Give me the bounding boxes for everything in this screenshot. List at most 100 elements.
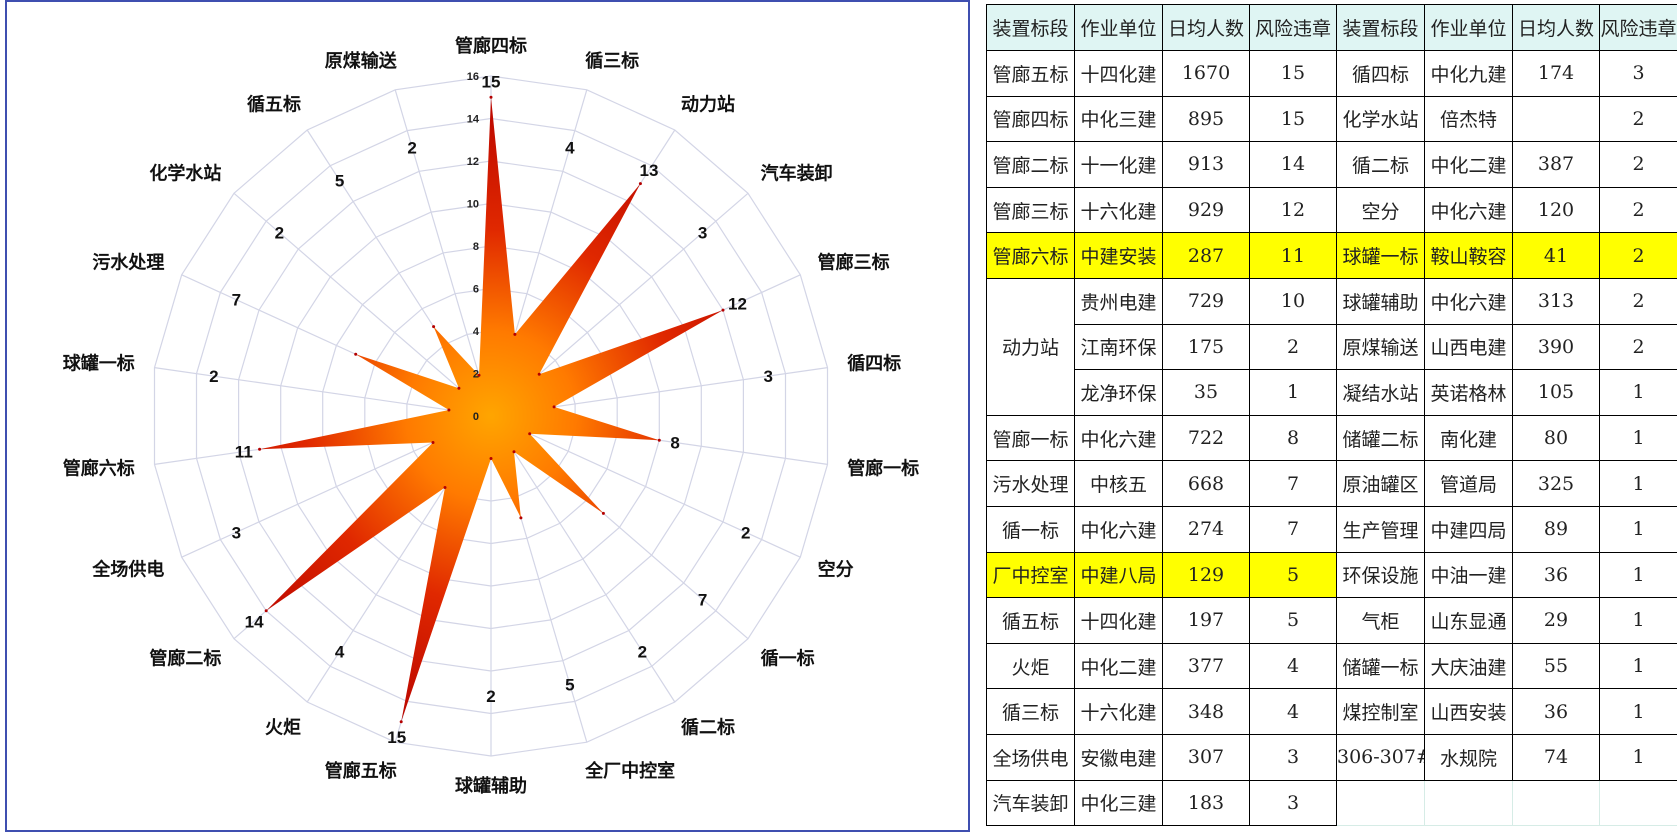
table-cell: 十四化建 <box>1074 50 1163 97</box>
table-cell: 895 <box>1162 95 1250 143</box>
table-cell: 325 <box>1512 460 1600 507</box>
r-tick-label: 4 <box>473 326 480 338</box>
table-row: 循五标 十四化建 197 5 气柜 山东显通 29 1 <box>986 597 1677 644</box>
table-cell: 管廊五标 <box>986 50 1075 97</box>
table-cell: 7 <box>1249 460 1337 507</box>
header-cell: 作业单位 <box>1424 4 1513 51</box>
table-cell: 鞍山鞍容 <box>1424 232 1513 279</box>
table-cell: 913 <box>1162 141 1250 188</box>
data-point <box>443 486 447 489</box>
table-cell: 7 <box>1249 505 1337 553</box>
table-cell: 大庆油建 <box>1424 642 1513 690</box>
data-point <box>513 332 517 336</box>
table-cell: 1 <box>1599 733 1677 781</box>
table-cell: 龙净环保 <box>1074 369 1163 416</box>
r-tick-label: 0 <box>473 411 479 423</box>
table-cell: 循五标 <box>986 597 1075 644</box>
table-cell: 2 <box>1599 277 1677 325</box>
category-label: 管廊六标 <box>63 458 135 479</box>
table-row: 管廊一标 中化六建 722 8 储罐二标 南化建 80 1 <box>986 414 1677 462</box>
table-cell: 729 <box>1162 277 1250 325</box>
grid-spoke <box>490 415 801 558</box>
table-cell: 3 <box>1599 50 1677 97</box>
table-row: 管廊三标 十六化建 929 12 空分 中化六建 120 2 <box>986 186 1677 234</box>
r-tick-label: 12 <box>467 156 479 168</box>
table-cell: 江南环保 <box>1074 323 1163 371</box>
table-cell: 1 <box>1599 642 1677 690</box>
table-cell: 387 <box>1512 141 1600 188</box>
r-tick-label: 10 <box>467 199 479 211</box>
table-cell: 中核五 <box>1074 460 1163 507</box>
category-label: 管廊一标 <box>847 458 919 479</box>
value-label: 3 <box>232 523 241 542</box>
category-label: 污水处理 <box>92 251 164 272</box>
table-cell: 环保设施 <box>1336 551 1425 599</box>
table-cell: 197 <box>1162 597 1250 644</box>
table-cell: 汽车装卸 <box>986 779 1075 827</box>
data-point <box>447 408 451 412</box>
table-cell: 1 <box>1599 369 1677 416</box>
category-label: 原煤输送 <box>325 50 398 71</box>
table-row: 管廊五标 十四化建 1670 15 循四标 中化九建 174 3 <box>986 50 1677 97</box>
data-point <box>537 372 541 376</box>
category-label: 循五标 <box>247 94 301 115</box>
table-cell: 89 <box>1512 505 1600 553</box>
category-label: 汽车装卸 <box>761 163 833 184</box>
table-cell: 1 <box>1599 688 1677 735</box>
table-cell: 2 <box>1599 141 1677 188</box>
value-label: 3 <box>698 224 707 243</box>
table-row: 管廊二标 十一化建 913 14 循二标 中化二建 387 2 <box>986 141 1677 188</box>
category-label: 管廊三标 <box>818 251 890 272</box>
table-row: 火炬 中化二建 377 4 储罐一标 大庆油建 55 1 <box>986 642 1677 690</box>
r-tick-label: 14 <box>467 114 480 126</box>
value-label: 13 <box>640 161 659 180</box>
table-cell: 动力站 <box>986 277 1075 416</box>
table-cell: 化学水站 <box>1336 95 1425 143</box>
table-cell: 390 <box>1512 323 1600 371</box>
table-cell: 929 <box>1162 186 1250 234</box>
empty-cell <box>1512 779 1600 827</box>
table-cell: 1 <box>1599 597 1677 644</box>
table-cell: 中化三建 <box>1074 95 1163 143</box>
table-row: 动力站 贵州电建 729 10 球罐辅助 中化六建 313 2 <box>986 277 1677 416</box>
category-label: 球罐一标 <box>63 352 135 373</box>
table-cell: 循四标 <box>1336 50 1425 97</box>
table-cell: 储罐一标 <box>1336 642 1425 690</box>
table-cell: 377 <box>1162 642 1250 690</box>
table-cell: 山西电建 <box>1424 323 1513 371</box>
table-row: 管廊四标 中化三建 895 15 化学水站 倍杰特 2 <box>986 95 1677 143</box>
r-tick-label: 2 <box>473 369 479 381</box>
category-label: 循一标 <box>761 647 815 668</box>
table-cell: 3 <box>1249 733 1337 781</box>
grid-spoke <box>490 415 676 703</box>
data-point <box>721 308 725 312</box>
data-point <box>657 438 661 442</box>
series-area <box>259 97 723 722</box>
table-header-row: 装置标段 作业单位 日均人数 风险违章 装置标段 作业单位 日均人数 风险违章 <box>986 4 1677 51</box>
value-label: 12 <box>728 294 747 313</box>
table-cell: 4 <box>1249 688 1337 735</box>
table-cell: 668 <box>1162 460 1250 507</box>
header-cell: 装置标段 <box>1336 4 1425 51</box>
table-cell: 十六化建 <box>1074 186 1163 234</box>
table-cell: 十四化建 <box>1074 597 1163 644</box>
table-cell: 274 <box>1162 505 1250 553</box>
value-label: 2 <box>638 643 647 662</box>
table-cell: 气柜 <box>1336 597 1425 644</box>
radar-chart: 0 2 4 6 8 10 12 14 16 管廊四标 15 循三标 4 动力站 13 汽车装卸 3 管廊三标 12… <box>5 0 970 832</box>
table-cell: 中化六建 <box>1424 277 1513 325</box>
table-cell: 1 <box>1599 505 1677 553</box>
category-label: 管廊四标 <box>455 35 527 56</box>
table-cell: 1 <box>1599 460 1677 507</box>
table-cell: 贵州电建 <box>1074 277 1163 325</box>
table-cell: 307 <box>1162 733 1250 781</box>
table-row: 厂中控室 中建八局 129 5 环保设施 中油一建 36 1 <box>986 551 1677 599</box>
table-cell: 英诺格林 <box>1424 369 1513 416</box>
data-point <box>457 386 461 390</box>
table-cell: 中油一建 <box>1424 551 1513 599</box>
table-row: 污水处理 中核五 668 7 原油罐区 管道局 325 1 <box>986 460 1677 507</box>
table-cell: 41 <box>1512 232 1600 279</box>
table-cell: 安徽电建 <box>1074 733 1163 781</box>
grid-spoke <box>233 192 492 417</box>
table-cell: 306-307# <box>1336 733 1425 781</box>
